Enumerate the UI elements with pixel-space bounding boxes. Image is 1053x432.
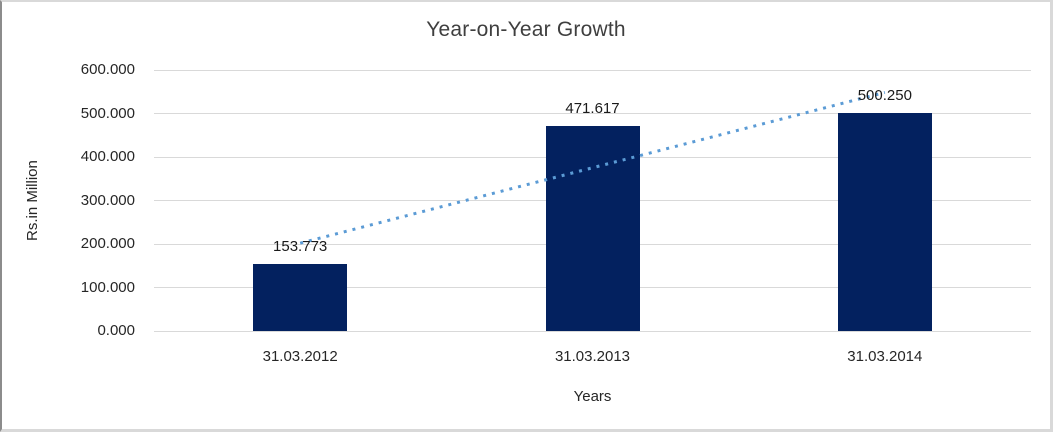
y-tick-label: 400.000 [80, 148, 135, 165]
data-label: 500.250 [857, 87, 912, 105]
chart-title: Year-on-Year Growth [426, 18, 626, 41]
y-tick-label: 100.000 [80, 278, 135, 296]
gridline [154, 330, 1031, 332]
x-tick-label: 31.03.2014 [847, 348, 923, 365]
bar[interactable] [253, 264, 348, 331]
data-label: 471.617 [565, 99, 620, 117]
data-label: 153.773 [273, 238, 328, 256]
gridline [154, 113, 1031, 114]
y-tick-label: 600.000 [80, 61, 135, 78]
bar[interactable] [837, 113, 932, 331]
plot-area: 153.773 471.617 500.250 [154, 69, 1031, 332]
x-tick-label: 31.03.2013 [554, 348, 631, 365]
y-tick-label: 0.000 [97, 322, 135, 339]
gridline [154, 69, 1031, 71]
y-tick-label: 500.000 [80, 104, 135, 122]
x-axis-title: Years [573, 388, 612, 405]
x-tick-label: 31.03.2012 [262, 348, 338, 365]
y-axis-title: Rs.in Million [24, 160, 41, 241]
trendline[interactable] [154, 70, 1031, 331]
y-tick-label: 200.000 [80, 235, 135, 252]
y-tick-label: 300.000 [80, 191, 135, 209]
